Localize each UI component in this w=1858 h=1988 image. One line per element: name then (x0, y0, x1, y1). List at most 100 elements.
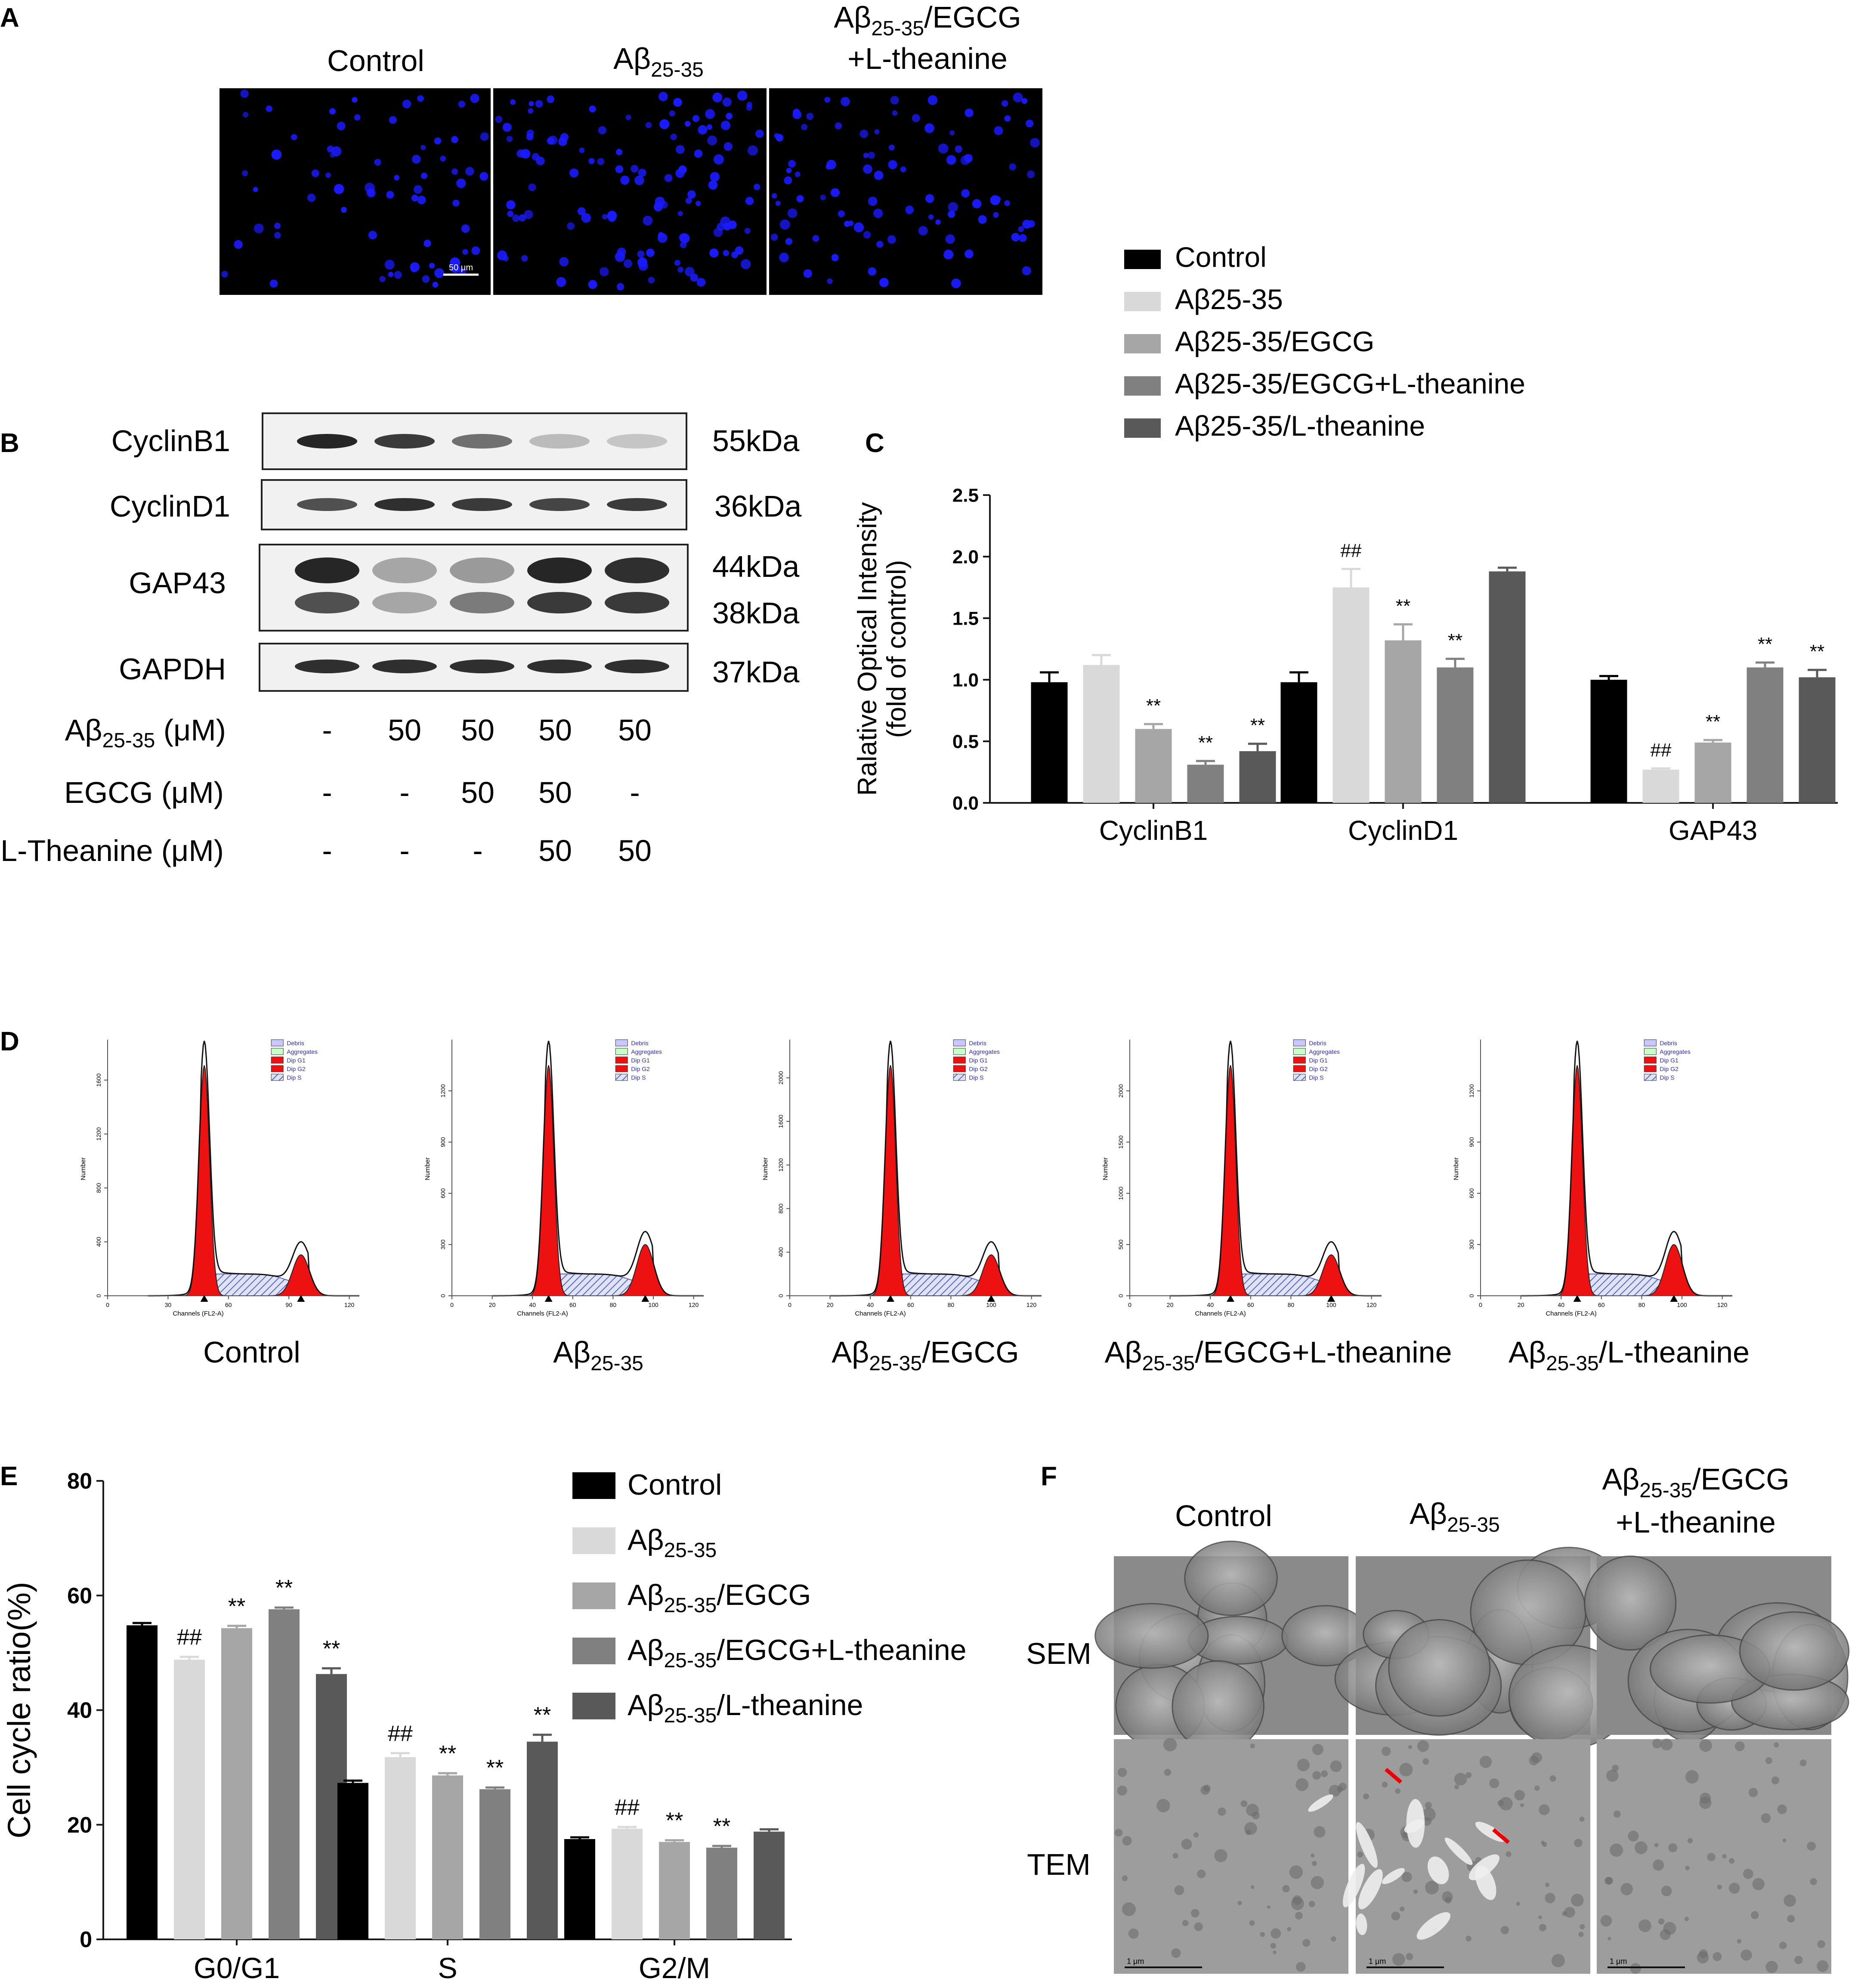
x-tick-label: 100 (1677, 1301, 1687, 1308)
nucleus (795, 171, 801, 177)
nucleus (417, 195, 426, 204)
nucleus (506, 200, 516, 210)
legend-swatch (572, 1693, 615, 1719)
nucleus (536, 156, 545, 165)
panel-e: E Control Aβ25-35 Aβ25-35/EGCG Aβ25-35/EGCG… (0, 1462, 966, 1985)
nucleus (623, 259, 632, 268)
histogram-legend-label: Dip G2 (969, 1065, 988, 1072)
bar (1031, 682, 1068, 803)
histogram-envelope (148, 1040, 359, 1297)
y-axis-label: Number (80, 1157, 87, 1180)
nucleus (994, 126, 1003, 135)
tem-texture (1545, 1883, 1550, 1887)
histogram-caption: Aβ25-35 (553, 1335, 643, 1375)
nucleus (792, 108, 801, 116)
nucleus (853, 222, 864, 232)
nucleus (602, 214, 608, 220)
significance-mark: ** (1448, 630, 1462, 651)
histogram-envelope (492, 1040, 704, 1297)
nucleus (388, 272, 394, 277)
nucleus (451, 168, 458, 175)
tem-texture (1539, 1804, 1550, 1815)
nucleus (900, 166, 906, 173)
histogram-legend-swatch (271, 1056, 284, 1064)
dip-g1-peak (1521, 1065, 1732, 1296)
x-tick-label: 40 (529, 1301, 536, 1308)
y-axis-label: Number (1102, 1157, 1109, 1180)
tem-texture (1267, 1905, 1271, 1909)
tem-texture (1499, 1797, 1513, 1811)
significance-mark: ** (1250, 715, 1265, 736)
histogram-legend-label: Debris (1309, 1040, 1326, 1047)
tem-texture (1479, 1756, 1492, 1768)
panel-f-header-control: Control (1175, 1499, 1272, 1533)
tem-texture (1425, 1802, 1432, 1809)
nucleus (507, 211, 514, 217)
nucleus (945, 234, 955, 244)
y-tick-label: 1200 (439, 1084, 446, 1097)
legend-label: Aβ25-35/EGCG+L-theanine (1175, 368, 1525, 399)
tem-texture (1713, 1952, 1722, 1961)
bar (1385, 640, 1422, 803)
nucleus (269, 279, 278, 288)
y-tick-label: 80 (67, 1469, 92, 1494)
significance-mark: ** (228, 1594, 245, 1619)
protein-label-gapdh: GAPDH (119, 652, 226, 686)
y-tick-label: 400 (95, 1237, 102, 1247)
histogram-legend-label: Dip G2 (631, 1065, 650, 1072)
histogram-legend-label: Aggregates (1660, 1048, 1691, 1055)
nucleus (502, 123, 512, 132)
histogram-legend-swatch (1293, 1056, 1306, 1064)
nucleus (266, 105, 272, 112)
treatment-value: - (399, 776, 409, 809)
tem-texture (1329, 1785, 1341, 1797)
tem-texture (1174, 1885, 1184, 1895)
kda-36: 36kDa (714, 489, 801, 523)
tem-background (1114, 1739, 1348, 1974)
nucleus (779, 219, 790, 230)
nucleus (620, 175, 630, 185)
bar (479, 1789, 510, 1939)
tem-vacuole (1475, 1865, 1496, 1900)
nucleus (579, 147, 585, 153)
nucleus (480, 132, 489, 141)
tem-texture (1408, 1745, 1413, 1750)
blot-band (605, 557, 669, 583)
dip-s-area (148, 1273, 359, 1296)
kda-55: 55kDa (712, 424, 799, 458)
histogram-legend-swatch (615, 1074, 628, 1081)
nucleus (327, 146, 334, 153)
nucleus (559, 257, 569, 266)
treatment-value: 50 (538, 834, 572, 867)
nucleus (329, 108, 336, 115)
tem-texture (1302, 1939, 1311, 1947)
nucleus (1004, 115, 1011, 122)
tem-vacuole (1308, 1794, 1333, 1812)
histogram-legend-swatch (1644, 1039, 1657, 1047)
nucleus (524, 210, 533, 219)
tem-texture (1330, 1760, 1342, 1772)
nucleus (712, 92, 723, 102)
tem-texture (1685, 1866, 1690, 1870)
tem-texture (1534, 1785, 1540, 1791)
nucleus (368, 231, 377, 240)
tem-texture (1539, 1924, 1546, 1932)
tem-image: 1 μm (1597, 1738, 1831, 1974)
tem-texture (1497, 1800, 1504, 1806)
protein-label-cyclinb1: CyclinB1 (111, 424, 230, 458)
treatment-value: - (322, 834, 332, 867)
tem-texture (1562, 1911, 1567, 1916)
y-tick-label: 1200 (777, 1158, 784, 1171)
tem-texture (1172, 1853, 1178, 1859)
nucleus (510, 99, 516, 105)
tem-texture (1652, 1738, 1662, 1749)
nucleus (648, 276, 655, 284)
nucleus (694, 149, 703, 158)
bar (612, 1829, 643, 1939)
significance-mark: ## (615, 1795, 640, 1820)
bar (1489, 571, 1526, 803)
nucleus (352, 97, 358, 103)
tem-texture (1520, 1803, 1524, 1807)
bar (1437, 667, 1474, 803)
